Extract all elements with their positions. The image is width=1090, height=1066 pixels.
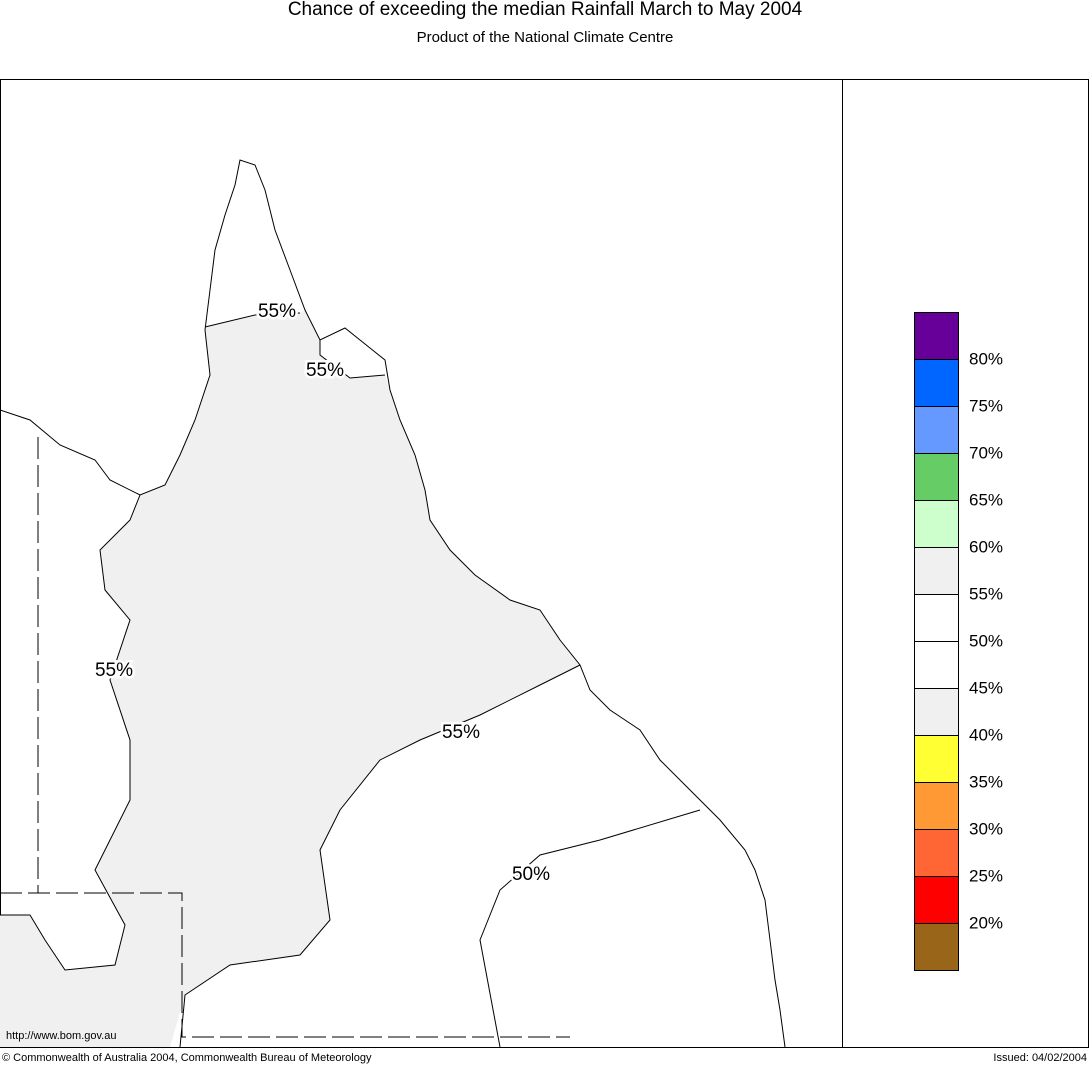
contours: [0, 312, 701, 1048]
legend-label: 70%: [969, 443, 1003, 462]
legend-swatch: [914, 359, 959, 407]
legend-label: 40%: [969, 725, 1003, 744]
contour-label: 50%: [512, 864, 550, 885]
legend-swatch: [914, 594, 959, 642]
legend-label: 60%: [969, 537, 1003, 556]
title: Chance of exceeding the median Rainfall …: [288, 0, 803, 20]
contour-label: 55%: [258, 301, 296, 322]
legend-label: 55%: [969, 584, 1003, 603]
contour-label: 55%: [306, 360, 344, 381]
legend-label: 75%: [969, 396, 1003, 415]
url: http://www.bom.gov.au: [6, 1030, 116, 1042]
legend-swatch: [914, 923, 959, 971]
legend-swatch: [914, 406, 959, 454]
contour-label: 55%: [95, 660, 133, 681]
legend-swatch: [914, 547, 959, 595]
legend-swatch: [914, 735, 959, 783]
coastline: [0, 159, 786, 1048]
legend-swatch: [914, 500, 959, 548]
legend-label: 30%: [969, 819, 1003, 838]
contour-label: 55%: [442, 722, 480, 743]
legend-swatch: [914, 829, 959, 877]
legend-swatch: [914, 312, 959, 360]
legend-label: 35%: [969, 772, 1003, 791]
grey-region: [0, 310, 580, 1047]
boundary: [0, 437, 570, 1038]
legend-label: 20%: [969, 913, 1003, 932]
copyright: © Commonwealth of Australia 2004, Common…: [2, 1052, 372, 1064]
legend-label: 65%: [969, 490, 1003, 509]
legend: 80% 75% 70% 65% 60% 55% 50% 45% 40% 35% 30% 25% 20%: [914, 312, 1003, 971]
legend-label: 25%: [969, 866, 1003, 885]
legend-swatch: [914, 876, 959, 924]
map: 55% 55% 55% 55% 50% http://www.bom.gov.a…: [0, 159, 786, 1048]
legend-swatch: [914, 641, 959, 689]
issued: Issued: 04/02/2004: [993, 1052, 1087, 1064]
legend-swatch: [914, 688, 959, 736]
subtitle: Product of the National Climate Centre: [417, 29, 674, 46]
legend-label: 80%: [969, 349, 1003, 368]
legend-label: 50%: [969, 631, 1003, 650]
legend-label: 45%: [969, 678, 1003, 697]
legend-swatch: [914, 782, 959, 830]
legend-swatch: [914, 453, 959, 501]
